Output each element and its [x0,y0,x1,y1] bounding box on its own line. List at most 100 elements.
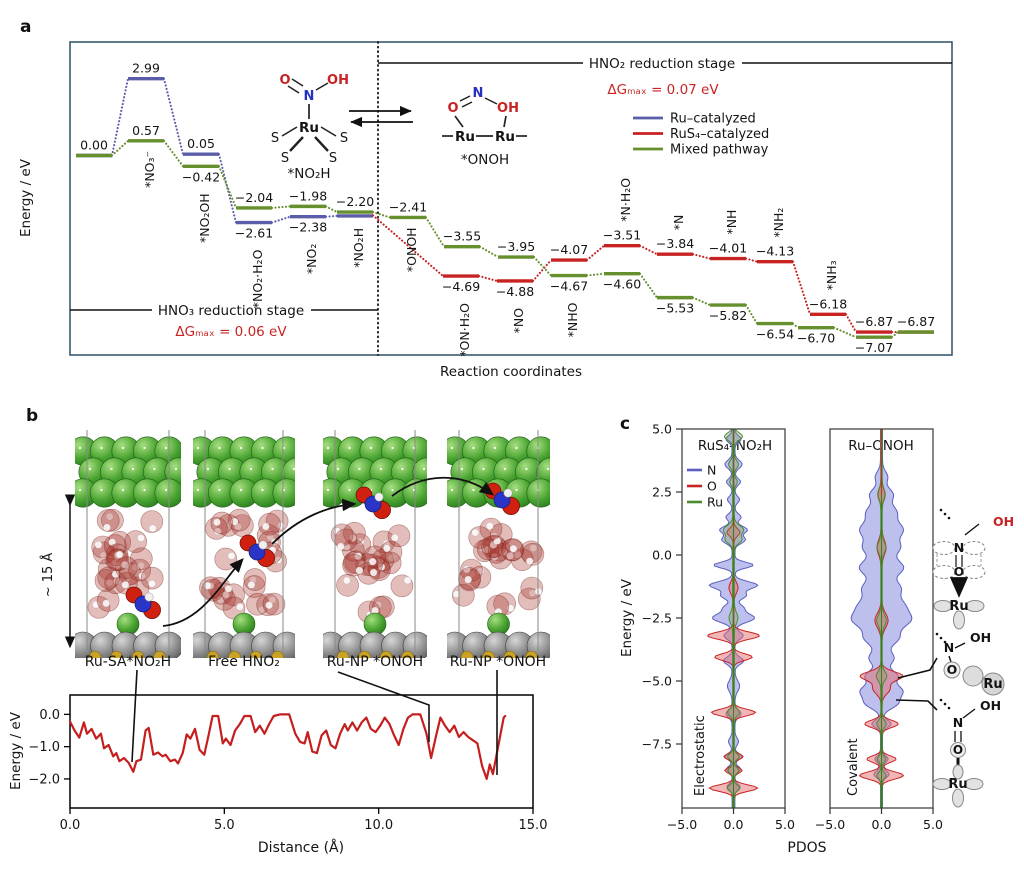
ru-orbital-sphere [962,665,984,687]
panel-b-md-snapshots: Distance (Å) Energy / eV ~ 15 Å Ru-SA*NO₂… [8,430,550,856]
sulfur-atom [503,650,517,658]
specular-dot [110,467,113,471]
sulfur-atom [110,650,123,658]
specular-dot [379,467,383,471]
water-hydrogen [227,552,236,560]
water-hydrogen [485,522,494,530]
energy-value: −5.82 [709,308,747,323]
specular-dot [450,488,454,492]
water-hydrogen [349,534,357,542]
energy-value: −6.54 [756,327,794,342]
water-hydrogen [268,595,277,604]
specular-dot [261,446,264,450]
water-hydrogen [369,568,378,577]
x-tick-label: −5.0 [815,817,845,832]
water-hydrogen [506,604,515,613]
pathway-connector [585,244,606,262]
water-hydrogen [387,553,396,562]
energy-value: −2.20 [336,194,374,209]
energy-value: −4.60 [603,277,641,292]
specular-dot [206,467,210,471]
panel-c-ylabel: Energy / eV [619,578,635,657]
energy-value: −6.87 [897,314,935,329]
pathway-connector [270,215,292,224]
o-atom-label: O [447,101,458,116]
pathway-connector [424,216,446,248]
water-hydrogen [224,584,233,593]
specular-dot [121,488,125,492]
water-hydrogen [390,533,399,542]
pathway-connector [585,272,606,277]
md-frame [323,436,427,658]
water-hydrogen [482,545,491,554]
bond [291,78,304,87]
specular-dot [218,488,221,492]
ru-single-atom [116,612,140,636]
n-atom-label: N [473,86,484,101]
sulfur-atom [228,650,241,658]
species-label: *NH [724,210,739,235]
x-tick-label: 5.0 [775,817,795,832]
water-hydrogen [257,605,266,614]
specular-dot [472,488,475,492]
panel-b-letter: b [26,406,39,426]
pathway-connector [371,210,392,219]
energy-value: −3.84 [656,236,694,251]
h-atom [503,488,513,498]
ru-single-atom [487,612,510,636]
water-hydrogen [230,517,239,526]
species-label: *NO₃⁻ [142,151,157,188]
pathway-connector [531,259,553,282]
bond [315,82,329,91]
pathway-connector [162,139,185,168]
specular-dot [261,488,264,492]
bond [320,126,337,137]
water-hydrogen [137,534,145,542]
x-tick-label: 0.0 [724,817,744,832]
x-tick-label: 5.0 [923,817,943,832]
n-label: N [954,540,964,555]
water-hydrogen [120,560,129,569]
water-hydrogen [471,528,480,537]
specular-dot [121,446,125,450]
water-hydrogen [377,563,386,571]
pathway-connector [890,331,900,339]
y-tick-label: 0.0 [652,548,672,563]
specular-dot [391,446,394,450]
legend-label: N [707,463,716,478]
orbital-lobe [953,610,965,630]
water-hydrogen [403,576,412,585]
sulfur-atom [482,650,495,658]
pathway-connector [110,139,130,157]
species-label: *ON·H₂O [457,303,472,357]
energy-value: 2.99 [132,61,160,76]
species-label: *N·H₂O [618,178,633,222]
specular-dot [239,488,243,492]
n-label: N [944,640,954,655]
specular-dot [143,488,146,492]
panel-a-letter: a [20,17,32,37]
specular-dot [100,446,103,450]
energy-value: −3.55 [443,229,481,244]
energy-value: −2.41 [389,199,427,214]
energy-value: −4.88 [496,284,534,299]
s-atom-label: S [281,151,289,166]
pathway-Mixed pathway: 0.00 0.57 −0.42 −2.04 −1.98 −2.20 −2.41 −3.55 −3… [76,123,935,355]
bond [962,708,976,719]
specular-dot [218,446,221,450]
energy-value: −4.69 [442,279,480,294]
specular-dot [131,467,135,471]
panel-b-dynamic-layer: ~ 15 Å Ru-SA*NO₂H Free HNO₂ Ru-NP *ONOH Ru-N… [28,430,550,833]
pathway-connector [324,214,339,218]
specular-dot [228,467,231,471]
oh-group-label: OH [327,73,349,88]
specular-dot [546,467,550,471]
water-hydrogen [499,548,508,556]
water-hydrogen [342,576,351,585]
species-label: *NO₂·H₂O [250,249,265,308]
x-tick-label: −5.0 [667,817,697,832]
energy-value: −7.07 [855,340,893,355]
water-oxygen [140,566,164,590]
hno2-molecule [239,534,275,567]
species-label: *N [671,215,686,231]
